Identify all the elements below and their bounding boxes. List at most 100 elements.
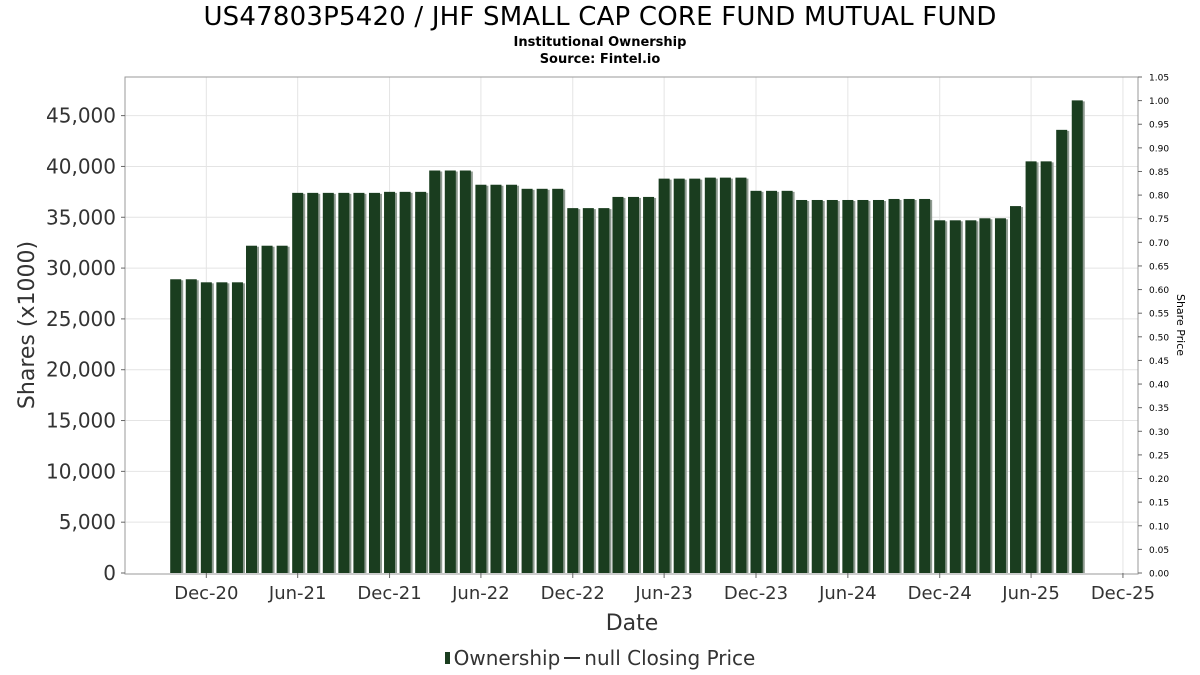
ownership-bar bbox=[200, 282, 214, 573]
y2-tick-label: 0.75 bbox=[1149, 215, 1169, 225]
ownership-bar bbox=[826, 199, 840, 573]
ownership-bar bbox=[338, 192, 352, 574]
bar-body bbox=[673, 178, 685, 573]
y2-tick-label: 0.90 bbox=[1149, 144, 1169, 154]
y2-tick-label: 0.25 bbox=[1149, 451, 1169, 461]
y2-tick-label: 1.05 bbox=[1149, 74, 1169, 84]
ownership-bar bbox=[750, 190, 764, 573]
ownership-bar bbox=[704, 177, 718, 573]
ownership-bar bbox=[490, 184, 504, 573]
y2-tick-label: 0.20 bbox=[1149, 475, 1169, 485]
bar-body bbox=[200, 282, 212, 573]
chart-title: US47803P5420 / JHF SMALL CAP CORE FUND M… bbox=[203, 2, 997, 32]
bar-body bbox=[368, 192, 380, 574]
x-tick-label: Dec-25 bbox=[1091, 583, 1155, 604]
x-tick-label: Jun-21 bbox=[268, 583, 327, 604]
ownership-bar bbox=[735, 177, 749, 573]
bar-body bbox=[216, 282, 228, 573]
y2-tick-label: 0.55 bbox=[1149, 310, 1169, 320]
ownership-bar bbox=[965, 220, 979, 574]
ownership-bar bbox=[949, 220, 963, 574]
bar-body bbox=[888, 198, 900, 573]
legend: Ownership null Closing Price bbox=[0, 646, 1200, 670]
bar-body bbox=[307, 192, 319, 574]
bar-body bbox=[292, 192, 304, 574]
x-tick-label: Jun-23 bbox=[634, 583, 693, 604]
ownership-bar bbox=[673, 178, 687, 573]
ownership-bar bbox=[552, 188, 566, 573]
ownership-bar bbox=[598, 208, 612, 574]
bar-body bbox=[536, 188, 548, 573]
x-tick-label: Dec-23 bbox=[724, 583, 788, 604]
ownership-bar bbox=[185, 279, 199, 573]
y2-tick-label: 0.50 bbox=[1149, 333, 1169, 343]
y2-axis-label: Share Price bbox=[1174, 294, 1187, 356]
bar-body bbox=[796, 199, 808, 573]
y-tick-label: 25,000 bbox=[46, 307, 116, 331]
ownership-bar bbox=[384, 191, 398, 573]
ownership-bar bbox=[643, 196, 657, 573]
bar-body bbox=[384, 191, 396, 573]
ownership-bar bbox=[994, 218, 1008, 573]
ownership-bar bbox=[567, 208, 581, 574]
bar-body bbox=[231, 282, 243, 573]
bar-body bbox=[949, 220, 961, 574]
ownership-bar bbox=[399, 191, 413, 573]
plot-area-frame bbox=[124, 76, 1139, 575]
chart-source: Source: Fintel.io bbox=[539, 52, 661, 67]
ownership-bar bbox=[521, 188, 535, 573]
y2-tick-label: 0.65 bbox=[1149, 262, 1169, 272]
y2-tick-label: 0.30 bbox=[1149, 428, 1169, 438]
bar-body bbox=[766, 190, 778, 573]
bar-body bbox=[903, 198, 915, 573]
bar-body bbox=[475, 184, 487, 573]
bar-body bbox=[415, 191, 427, 573]
bar-body bbox=[276, 245, 288, 573]
ownership-bar bbox=[216, 282, 230, 573]
ownership-bar bbox=[857, 199, 871, 573]
ownership-bar bbox=[842, 199, 856, 573]
y2-tick-label: 0.80 bbox=[1149, 192, 1169, 202]
ownership-bar bbox=[582, 208, 596, 574]
bar-body bbox=[1025, 161, 1037, 573]
bar-body bbox=[628, 196, 640, 573]
bar-body bbox=[444, 170, 456, 574]
ownership-bar bbox=[170, 279, 184, 573]
y-axis-label: Shares (x1000) bbox=[15, 241, 40, 409]
ownership-bar bbox=[459, 170, 473, 574]
bar-body bbox=[872, 199, 884, 573]
bar-body bbox=[826, 199, 838, 573]
ownership-bar bbox=[368, 192, 382, 574]
y-tick-label: 15,000 bbox=[46, 409, 116, 433]
bar-body bbox=[979, 218, 991, 573]
ownership-bar bbox=[719, 177, 733, 573]
ownership-bar bbox=[245, 245, 259, 573]
ownership-bar bbox=[429, 170, 443, 574]
bar-body bbox=[704, 177, 716, 573]
ownership-bar bbox=[444, 170, 458, 574]
ownership-bar bbox=[766, 190, 780, 573]
bar-body bbox=[598, 208, 610, 574]
bar-body bbox=[842, 199, 854, 573]
bar-body bbox=[567, 208, 579, 574]
bar-body bbox=[719, 177, 731, 573]
bar-body bbox=[811, 199, 823, 573]
y-tick-label: 30,000 bbox=[46, 256, 116, 280]
ownership-bar bbox=[796, 199, 810, 573]
bar-body bbox=[429, 170, 441, 574]
y2-tick-label: 0.95 bbox=[1149, 121, 1169, 131]
bars-layer bbox=[170, 100, 1085, 574]
y2-tick-label: 0.40 bbox=[1149, 381, 1169, 391]
x-tick-label: Dec-22 bbox=[541, 583, 605, 604]
y-tick-label: 20,000 bbox=[46, 358, 116, 382]
bar-body bbox=[338, 192, 350, 574]
x-tick-label: Jun-22 bbox=[451, 583, 510, 604]
y-tick-label: 35,000 bbox=[46, 205, 116, 229]
x-axis-label: Date bbox=[606, 611, 659, 636]
x-tick-label: Jun-24 bbox=[818, 583, 877, 604]
ownership-bar bbox=[1040, 161, 1054, 573]
x-tick-label: Jun-25 bbox=[1001, 583, 1060, 604]
bar-body bbox=[185, 279, 197, 573]
y-axis-left: 0 5,000 10,000 15,000 20,000 25,000 30,000 35,0… bbox=[46, 104, 125, 585]
